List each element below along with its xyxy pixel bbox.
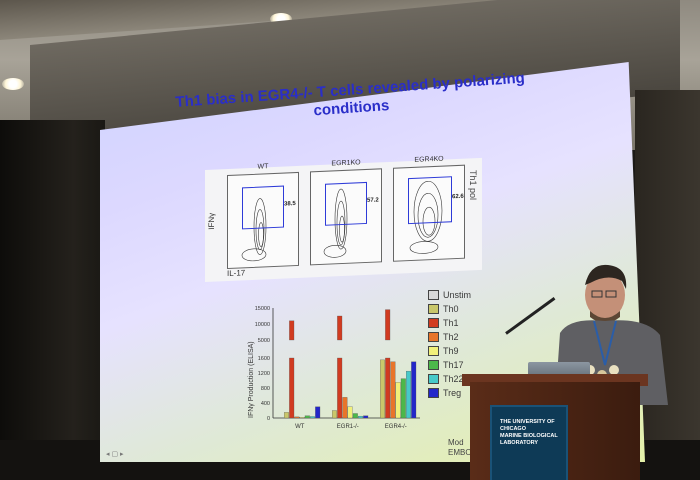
bar-th0 bbox=[380, 359, 385, 419]
footnote-line: EMBO bbox=[448, 448, 472, 457]
bars bbox=[284, 309, 417, 419]
ifng-bar-chart: IFNγ Production (ELISA) 15000 10000 5000 16… bbox=[248, 306, 420, 430]
podium-sign-line: LABORATORY bbox=[500, 440, 539, 446]
legend-label: Th17 bbox=[443, 360, 464, 370]
bar-th1 bbox=[337, 315, 343, 341]
bar-th1-lower bbox=[385, 357, 391, 419]
gate-box bbox=[325, 181, 367, 226]
flow-y-axis-label: IFNγ bbox=[207, 212, 216, 230]
flow-side-label: Th1 pol bbox=[468, 170, 478, 201]
legend-label: Th0 bbox=[443, 304, 459, 314]
gate-percent: 62.6 bbox=[452, 193, 464, 201]
legend-item: Th1 bbox=[428, 316, 471, 330]
x-category-label: WT bbox=[295, 424, 305, 430]
legend-item: Th9 bbox=[428, 344, 471, 358]
gate-box bbox=[408, 176, 452, 225]
bar-th17 bbox=[400, 378, 406, 419]
gate-percent: 38.5 bbox=[284, 201, 296, 208]
gate-box bbox=[242, 185, 284, 230]
bar-treg bbox=[411, 361, 417, 419]
y-tick-label: 0 bbox=[267, 416, 270, 422]
y-tick-label: 1600 bbox=[258, 356, 270, 362]
legend-swatch bbox=[428, 360, 439, 370]
legend-item: Th22 bbox=[428, 372, 471, 386]
bar-treg bbox=[315, 406, 321, 419]
bar-th22 bbox=[358, 415, 363, 419]
bar-th2 bbox=[294, 416, 300, 419]
legend-swatch bbox=[428, 346, 439, 356]
x-category-label: EGR1-/- bbox=[337, 424, 359, 430]
bar-th2 bbox=[342, 397, 348, 419]
right-wall bbox=[635, 90, 700, 480]
y-tick-label: 800 bbox=[261, 386, 270, 392]
ceiling-light bbox=[2, 78, 24, 90]
podium-sign-line: MARINE BIOLOGICAL bbox=[500, 433, 558, 439]
legend-item: Th0 bbox=[428, 302, 471, 316]
legend-label: Treg bbox=[443, 388, 462, 398]
legend-item: Th17 bbox=[428, 358, 471, 372]
legend-swatch bbox=[428, 374, 439, 384]
flow-panel-egr1ko: EGR1KO 57.2 bbox=[310, 159, 382, 266]
contour-plot bbox=[409, 180, 443, 254]
bar-th0 bbox=[332, 410, 337, 419]
bar-th9 bbox=[395, 382, 401, 419]
y-tick-label: 5000 bbox=[258, 338, 270, 344]
legend-label: Th22 bbox=[443, 374, 464, 384]
bar-th1-lower bbox=[289, 357, 295, 419]
y-tick-label: 1200 bbox=[258, 371, 270, 377]
y-tick-label: 15000 bbox=[255, 306, 270, 312]
bar-th1-lower bbox=[337, 357, 343, 419]
bar-th9 bbox=[299, 417, 305, 419]
flow-panel-wt: WT 38.5 bbox=[227, 163, 299, 270]
legend-item: Unstim bbox=[428, 288, 471, 302]
bar-th1 bbox=[289, 320, 295, 341]
bar-th9 bbox=[347, 406, 353, 419]
legend-label: Th1 bbox=[443, 318, 459, 328]
bar-th0 bbox=[284, 412, 289, 419]
bar-th2 bbox=[390, 361, 396, 419]
legend-swatch bbox=[428, 332, 439, 342]
bar-th22 bbox=[406, 370, 411, 419]
bar-th17 bbox=[352, 413, 358, 419]
chart-legend: Unstim Th0 Th1 Th2 Th9 Th17 Th22 Treg bbox=[428, 288, 471, 400]
slide-nav-icons: ◂ ▢ ▸ bbox=[106, 451, 124, 458]
y-axis-label: IFNγ Production (ELISA) bbox=[248, 341, 255, 418]
legend-swatch bbox=[428, 290, 439, 300]
gate-percent: 57.2 bbox=[367, 197, 379, 204]
bar-th17 bbox=[304, 415, 310, 419]
legend-swatch bbox=[428, 318, 439, 328]
flow-panel-egr4ko: EGR4KO 62.6 bbox=[393, 156, 465, 262]
bar-treg bbox=[363, 415, 369, 419]
footnote-line: Mod bbox=[448, 438, 464, 447]
flow-x-axis-label: IL-17 bbox=[227, 268, 246, 279]
flow-cytometry-panels: WT 38.5 EGR1KO 57.2 EGR4KO bbox=[205, 156, 482, 282]
slide-footnote: Mod EMBO bbox=[448, 438, 472, 458]
legend-label: Unstim bbox=[443, 290, 472, 300]
bar-th22 bbox=[310, 416, 315, 419]
y-tick-label: 10000 bbox=[255, 322, 270, 328]
podium-sign: THE UNIVERSITY OF CHICAGO MARINE BIOLOGI… bbox=[490, 405, 568, 480]
left-curtain bbox=[0, 120, 105, 480]
legend-item: Th2 bbox=[428, 330, 471, 344]
y-tick-label: 400 bbox=[261, 401, 270, 407]
legend-item: Treg bbox=[428, 386, 471, 400]
legend-label: Th9 bbox=[443, 346, 459, 356]
x-categories: WT EGR1-/- EGR4-/- bbox=[295, 424, 407, 430]
x-category-label: EGR4-/- bbox=[385, 424, 407, 430]
contour-plot bbox=[323, 188, 348, 258]
podium-sign-line: THE UNIVERSITY OF CHICAGO bbox=[500, 419, 555, 432]
legend-label: Th2 bbox=[443, 332, 459, 342]
bar-th1 bbox=[385, 309, 391, 341]
contour-plot bbox=[241, 198, 267, 262]
legend-swatch bbox=[428, 304, 439, 314]
legend-swatch bbox=[428, 388, 439, 398]
